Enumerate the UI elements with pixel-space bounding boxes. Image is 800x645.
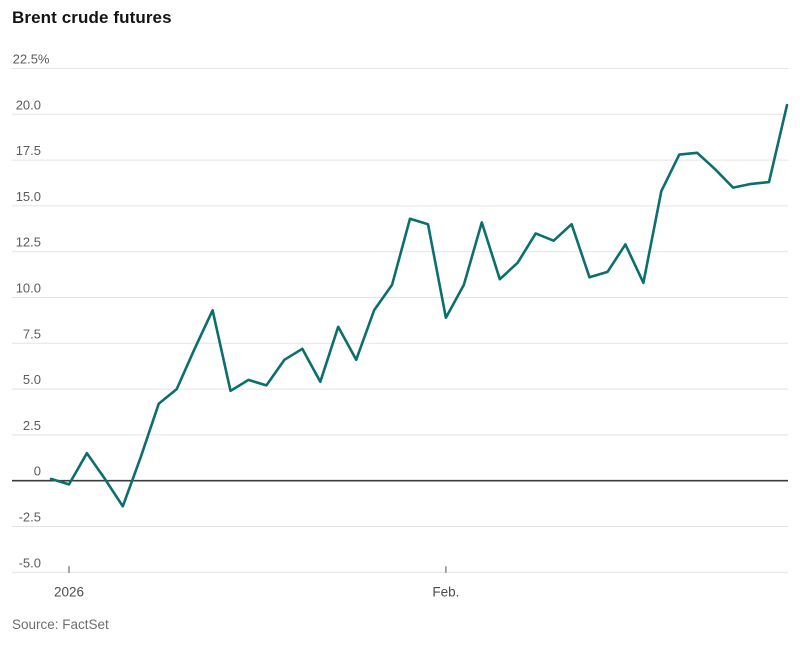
y-axis-label: -2.5 bbox=[19, 510, 41, 525]
x-axis-label: 2026 bbox=[54, 584, 84, 599]
chart-title: Brent crude futures bbox=[12, 8, 172, 27]
y-axis-label: 12.5 bbox=[16, 235, 41, 250]
y-axis-label: 2.5 bbox=[23, 418, 41, 433]
y-axis-label: 5.0 bbox=[23, 372, 41, 387]
y-axis-label: -5.0 bbox=[19, 555, 41, 570]
y-axis-label: 17.5 bbox=[16, 143, 41, 158]
data-line-series bbox=[49, 103, 789, 508]
x-axis-label: Feb. bbox=[432, 584, 459, 599]
y-axis-label: 15.0 bbox=[16, 189, 41, 204]
y-axis-label: 7.5 bbox=[23, 326, 41, 341]
y-axis-label: 0 bbox=[34, 464, 41, 479]
y-axis-label: 22.5% bbox=[13, 52, 50, 67]
source-label: Source: FactSet bbox=[12, 617, 109, 632]
y-axis-label: 20.0 bbox=[16, 97, 41, 112]
y-axis-label: 10.0 bbox=[16, 281, 41, 296]
